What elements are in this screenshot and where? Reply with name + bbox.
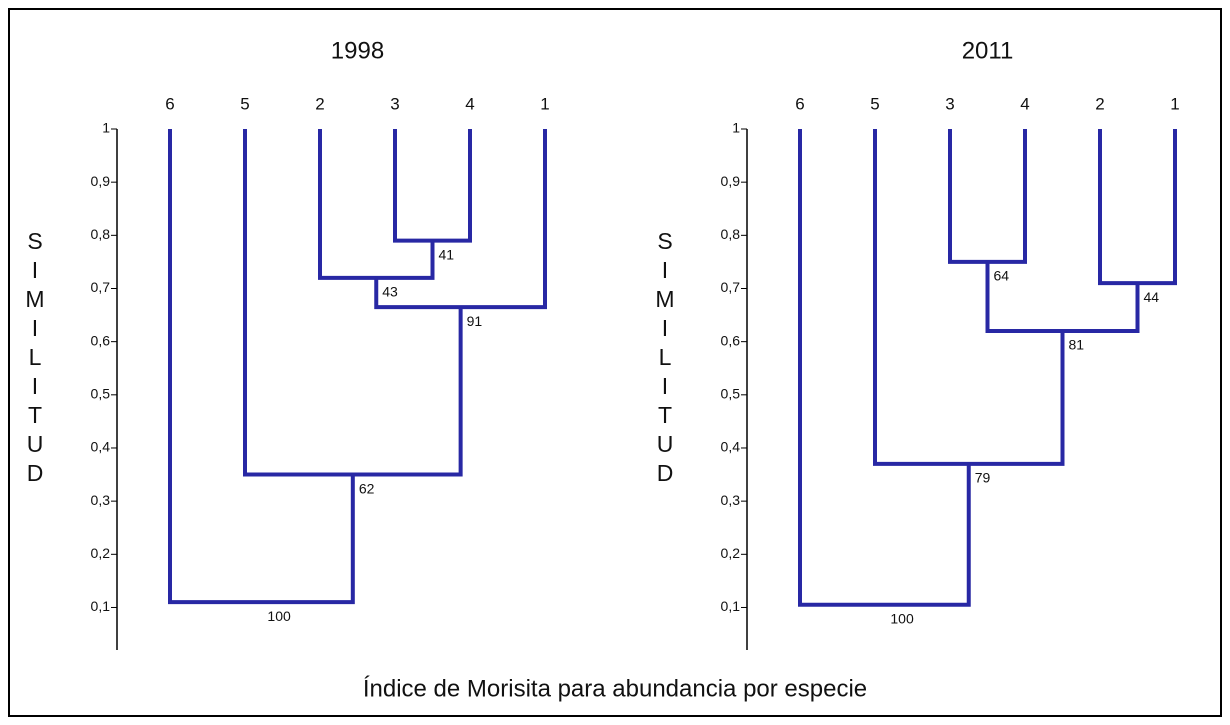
y-tick-label: 0,3 — [91, 492, 111, 508]
y-tick-label: 0,8 — [721, 226, 741, 242]
dendrogram-link — [985, 261, 1140, 334]
leaf-label: 1 — [1170, 94, 1179, 113]
leaf-label: 4 — [1020, 94, 1029, 113]
node-label: 62 — [359, 480, 375, 496]
y-tick-label: 0,6 — [91, 332, 111, 348]
leaf-label: 6 — [165, 94, 174, 113]
y-tick-label: 0,1 — [721, 598, 741, 614]
chart-title: 2011 — [962, 37, 1014, 64]
y-tick-label: 1 — [732, 120, 740, 136]
y-axis-label: SIMILITUD — [22, 228, 48, 489]
y-tick-label: 0,2 — [721, 545, 741, 561]
caption: Índice de Morisita para abundancia por e… — [363, 675, 867, 702]
node-label: 64 — [994, 268, 1010, 284]
dendrogram-link — [1098, 129, 1177, 286]
chart-title: 1998 — [331, 37, 384, 64]
node-label: 81 — [1069, 337, 1085, 353]
leaf-label: 3 — [390, 94, 399, 113]
node-label: 91 — [467, 313, 483, 329]
y-tick-label: 0,5 — [721, 386, 741, 402]
leaf-label: 2 — [1095, 94, 1104, 113]
leaf-label: 5 — [870, 94, 879, 113]
node-label: 100 — [267, 608, 291, 624]
dendrogram-link — [948, 129, 1027, 264]
leaf-label: 6 — [795, 94, 804, 113]
y-tick-label: 0,9 — [721, 173, 741, 189]
frame — [8, 8, 1222, 717]
dendrogram-link — [168, 129, 355, 605]
node-label: 79 — [975, 470, 991, 486]
dendrogram-link — [243, 129, 463, 477]
y-tick-label: 0,7 — [91, 279, 111, 295]
node-label: 41 — [439, 246, 455, 262]
dendrogram-link — [318, 129, 435, 280]
y-tick-label: 0,4 — [721, 439, 741, 455]
y-tick-label: 1 — [102, 120, 110, 136]
leaf-label: 4 — [465, 94, 474, 113]
leaf-label: 5 — [240, 94, 249, 113]
y-tick-label: 0,1 — [91, 598, 111, 614]
leaf-label: 2 — [315, 94, 324, 113]
y-axis-label: SIMILITUD — [652, 228, 678, 489]
leaf-label: 1 — [540, 94, 549, 113]
y-tick-label: 0,4 — [91, 439, 111, 455]
dendrogram-link — [798, 129, 971, 607]
node-label: 43 — [382, 284, 398, 300]
y-tick-label: 0,2 — [91, 545, 111, 561]
y-tick-label: 0,8 — [91, 226, 111, 242]
y-tick-label: 0,6 — [721, 332, 741, 348]
node-label: 100 — [890, 611, 914, 627]
y-tick-label: 0,7 — [721, 279, 741, 295]
y-tick-label: 0,3 — [721, 492, 741, 508]
y-tick-label: 0,9 — [91, 173, 111, 189]
node-label: 44 — [1144, 289, 1160, 305]
y-tick-label: 0,5 — [91, 386, 111, 402]
leaf-label: 3 — [945, 94, 954, 113]
